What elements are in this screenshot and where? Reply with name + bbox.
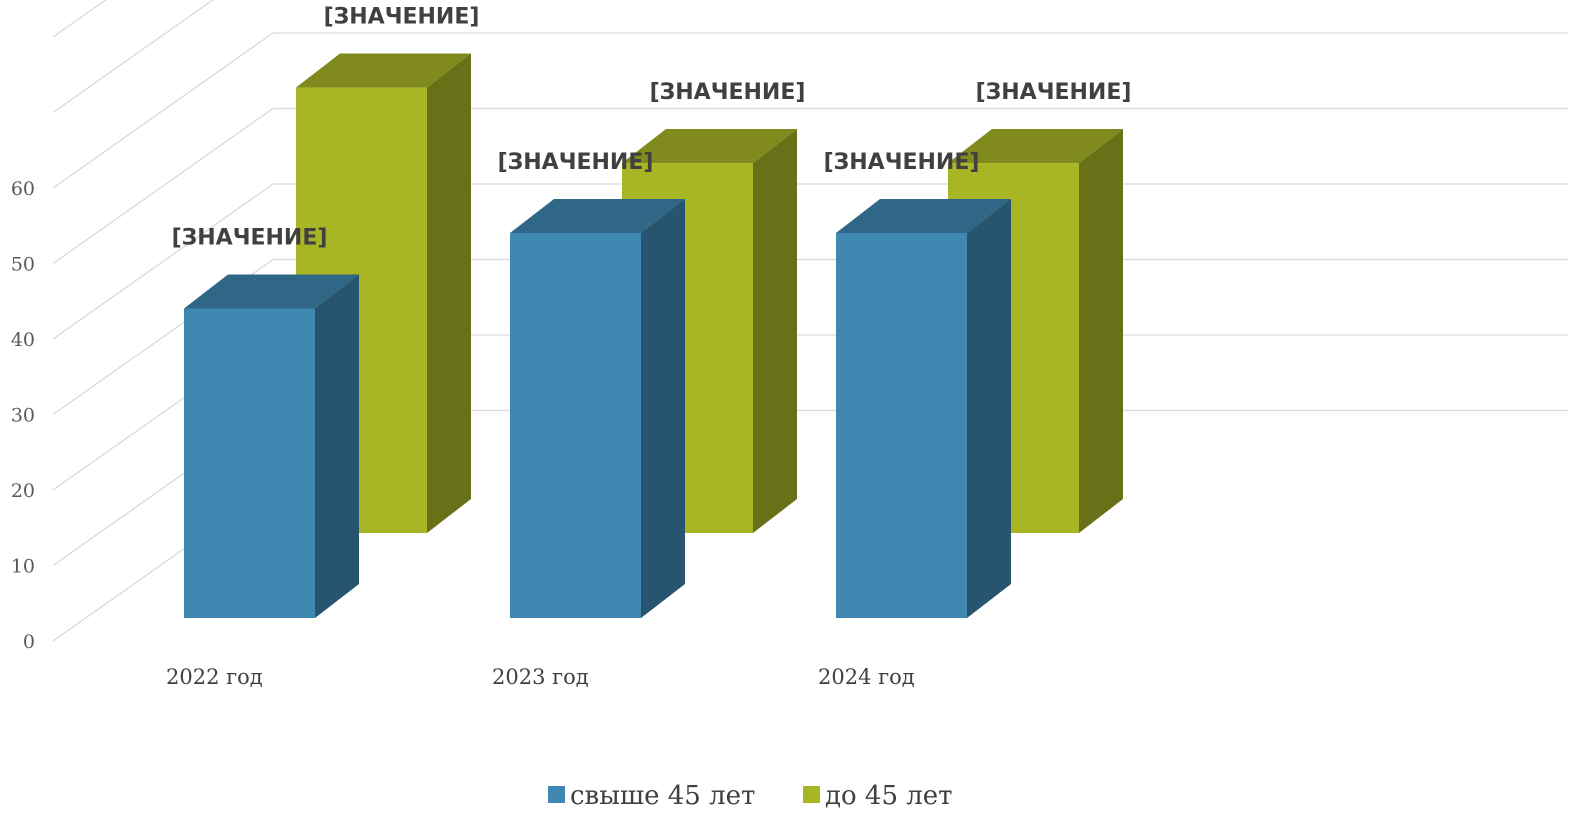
bar-top: [184, 274, 359, 309]
data-label: [ЗНАЧЕНИЕ]: [650, 80, 806, 105]
x-category-label: 2023 год: [492, 665, 589, 689]
x-category-label: 2024 год: [818, 665, 915, 689]
bar-front: [510, 232, 641, 618]
y-tick-label: 40: [11, 329, 35, 351]
bar-top: [296, 53, 471, 88]
bar-front: [836, 232, 967, 618]
bar-side: [1079, 129, 1123, 534]
x-category-label: 2022 год: [166, 665, 263, 689]
gridline-side: [52, 0, 214, 114]
legend-swatch: [803, 786, 820, 803]
y-tick-label: 0: [23, 631, 35, 653]
data-labels: [ЗНАЧЕНИЕ] [ЗНАЧЕНИЕ] [ЗНАЧЕНИЕ] [ЗНАЧЕНИЕ]…: [172, 5, 1132, 251]
data-label: [ЗНАЧЕНИЕ]: [172, 225, 328, 250]
bars: [184, 53, 1123, 618]
bar-over-45-2: [836, 198, 1011, 618]
bar-top: [836, 198, 1011, 233]
y-tick-label: 10: [11, 556, 35, 578]
bar-top: [948, 129, 1123, 164]
y-tick-label: 20: [11, 480, 35, 502]
legend: свыше 45 лет до 45 лет: [548, 781, 953, 811]
bar-over-45-0: [184, 274, 359, 618]
bar-top: [622, 129, 797, 164]
y-tick-label: 30: [11, 405, 35, 427]
data-label: [ЗНАЧЕНИЕ]: [976, 80, 1132, 105]
x-axis-categories: 2022 год 2023 год 2024 год: [166, 665, 915, 689]
gridline-side: [52, 32, 274, 189]
bar-side: [641, 198, 685, 618]
bar-top: [510, 198, 685, 233]
data-label: [ЗНАЧЕНИЕ]: [324, 5, 480, 30]
legend-label: до 45 лет: [825, 781, 953, 811]
gridline-side: [52, 183, 274, 340]
y-tick-label: 60: [11, 178, 35, 200]
y-tick-label: 50: [11, 254, 35, 276]
gridline-side: [52, 0, 107, 38]
bar-side: [315, 274, 359, 618]
data-label: [ЗНАЧЕНИЕ]: [498, 150, 654, 175]
bar-side: [967, 198, 1011, 618]
bar-front: [184, 308, 315, 618]
bar-side: [753, 129, 797, 534]
legend-label: свыше 45 лет: [570, 781, 755, 811]
data-label: [ЗНАЧЕНИЕ]: [824, 150, 980, 175]
legend-swatch: [548, 786, 565, 803]
bar-side: [427, 53, 471, 534]
y-axis-ticks: 0 10 20 30 40 50 60: [11, 178, 35, 653]
gridline-side: [52, 107, 274, 265]
bar-over-45-1: [510, 198, 685, 618]
